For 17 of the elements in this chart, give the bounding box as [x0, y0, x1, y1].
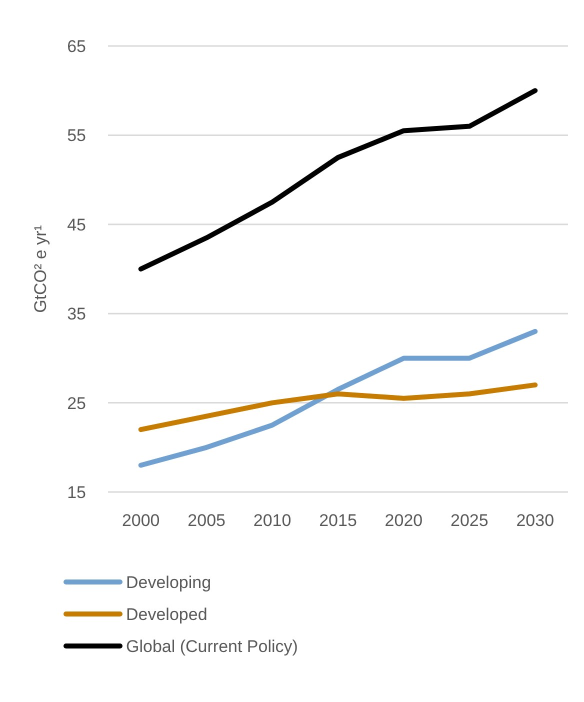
- y-tick-label: 65: [67, 36, 86, 56]
- x-tick-label: 2000: [122, 511, 160, 530]
- y-tick-label: 55: [67, 126, 86, 146]
- legend-label: Developing: [126, 572, 212, 592]
- x-tick-label: 2025: [450, 511, 488, 530]
- x-tick-label: 2015: [319, 511, 357, 530]
- x-tick-label: 2030: [516, 511, 554, 530]
- y-axis-title: GtCO² e yr¹: [31, 224, 50, 313]
- y-tick-label: 35: [67, 304, 86, 324]
- x-tick-label: 2010: [253, 511, 292, 530]
- legend-label: Developed: [126, 604, 208, 624]
- legend-label: Global (Current Policy): [126, 636, 298, 656]
- y-tick-label: 25: [67, 394, 86, 413]
- x-tick-label: 2020: [384, 511, 423, 530]
- y-tick-label: 15: [67, 482, 86, 502]
- x-tick-label: 2005: [188, 511, 226, 530]
- y-tick-label: 45: [67, 215, 86, 234]
